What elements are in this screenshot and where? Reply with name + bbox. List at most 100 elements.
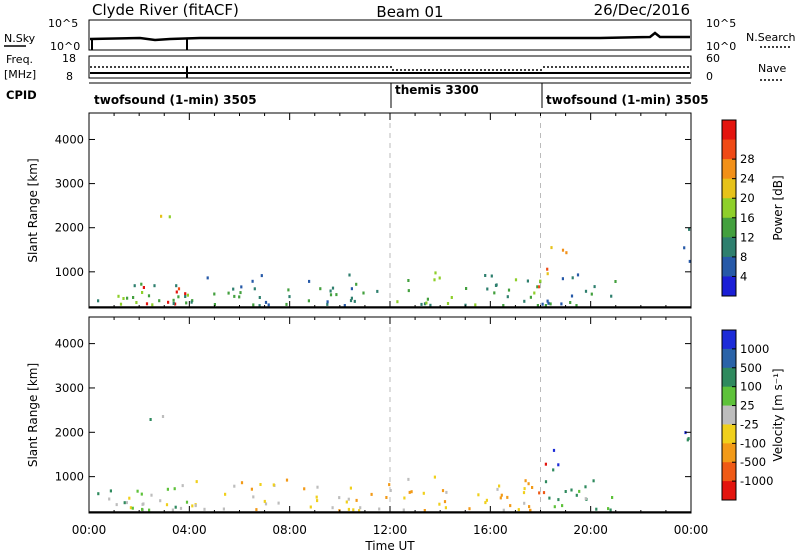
- echo-cell: [175, 284, 178, 288]
- echo-cell: [303, 487, 306, 491]
- echo-cell: [407, 289, 410, 293]
- noise-right-label: N.Search: [746, 31, 796, 44]
- echo-cell: [165, 503, 169, 507]
- echo-cell: [423, 302, 427, 306]
- date-title: 26/Dec/2016: [594, 1, 690, 19]
- echo-cell: [253, 287, 256, 291]
- echo-cell: [233, 294, 236, 298]
- colorbar-swatch: [722, 120, 736, 141]
- echo-cell: [571, 276, 574, 280]
- colorbar-tick-label: -500: [740, 455, 766, 469]
- noise-right-tick-top: 10^5: [706, 17, 736, 30]
- x-tick-label: 16:00: [473, 523, 508, 537]
- cpid-segment-2: themis 3300: [395, 83, 479, 97]
- echo-cell: [147, 294, 151, 298]
- colorbar-swatch: [722, 405, 736, 425]
- echo-cell: [499, 496, 502, 500]
- echo-cell: [444, 506, 447, 510]
- colorbar-tick-label: 12: [740, 230, 755, 244]
- echo-cell: [484, 501, 487, 505]
- echo-cell: [355, 498, 358, 502]
- echo-cell: [584, 485, 587, 489]
- echo-cell: [186, 293, 189, 297]
- echo-cell: [546, 267, 549, 271]
- echo-cell: [350, 287, 353, 291]
- echo-cell: [484, 274, 487, 277]
- echo-cell: [553, 505, 556, 509]
- echo-cell: [526, 279, 529, 283]
- echo-cell: [422, 491, 425, 495]
- echo-cell: [528, 505, 531, 509]
- velocity-panel: 1000 2000 3000 4000 Slant Range [km]: [26, 316, 692, 514]
- echo-cell: [141, 502, 144, 506]
- echo-cell: [474, 303, 477, 307]
- echo-cell: [688, 259, 691, 263]
- x-tick-label: 08:00: [272, 523, 307, 537]
- y-tick-label: 3000: [55, 177, 84, 191]
- freq-left-tick-bottom: 8: [66, 70, 73, 83]
- echo-cell: [331, 286, 335, 290]
- colorbar-swatch: [722, 139, 736, 160]
- echo-cell: [614, 280, 617, 283]
- y-tick-label: 1000: [55, 265, 84, 279]
- echo-cell: [191, 504, 194, 508]
- echo-cell: [326, 300, 329, 304]
- echo-cell: [250, 487, 253, 491]
- echo-cell: [523, 487, 526, 491]
- echo-cell: [542, 491, 546, 495]
- x-tick-label: 00:00: [72, 523, 107, 537]
- noise-right-tick-bottom: 10^0: [706, 40, 736, 53]
- echo-cell: [184, 295, 187, 298]
- echo-cell: [485, 498, 488, 502]
- echo-cell: [326, 302, 329, 306]
- echo-cell: [498, 484, 501, 488]
- echo-cell: [575, 304, 578, 307]
- velocity-colorbar: 1000 500 100 25 -25 -100 -500 -1000 Velocity [m …: [721, 329, 785, 501]
- echo-cell: [316, 485, 319, 489]
- echo-cell: [288, 295, 291, 299]
- colorbar-swatch: [722, 367, 736, 388]
- echo-cell: [335, 293, 338, 297]
- echo-cell: [560, 302, 563, 306]
- colorbar-tick-label: 100: [740, 380, 762, 394]
- echo-cell: [433, 475, 436, 479]
- echo-cell: [441, 489, 445, 493]
- echo-cell: [97, 492, 100, 496]
- echo-cell: [509, 504, 512, 508]
- echo-cell: [191, 299, 194, 303]
- echo-cell: [158, 299, 161, 303]
- cpid-label: CPID: [6, 88, 37, 102]
- echo-cell: [514, 278, 518, 282]
- station-title: Clyde River (fitACF): [92, 1, 239, 19]
- echo-cell: [506, 295, 509, 299]
- colorbar-swatch: [722, 159, 736, 180]
- echo-cell: [347, 497, 350, 501]
- echo-cell: [523, 501, 526, 505]
- y-tick-label: 4000: [55, 132, 84, 146]
- noise-trace: [89, 31, 690, 42]
- echo-cell: [252, 495, 255, 499]
- colorbar-swatch: [722, 348, 736, 369]
- echo-cell: [486, 287, 489, 291]
- echo-cell: [343, 304, 346, 307]
- echo-cell: [109, 489, 112, 493]
- echo-cell: [345, 500, 348, 504]
- echo-cell: [260, 274, 263, 278]
- echo-cell: [203, 507, 206, 511]
- echo-cell: [533, 291, 536, 295]
- echo-cell: [450, 296, 453, 299]
- echo-cell: [544, 462, 547, 466]
- echo-cell: [108, 497, 111, 501]
- echo-cell: [544, 480, 548, 484]
- echo-cell: [410, 490, 413, 494]
- echo-cell: [477, 493, 480, 497]
- echo-cell: [352, 508, 355, 512]
- echo-cell: [407, 477, 410, 481]
- echo-cell: [264, 300, 268, 304]
- echo-cell: [233, 484, 236, 488]
- echo-cell: [561, 248, 565, 252]
- colorbar-frame: [721, 119, 737, 297]
- echo-cell: [168, 215, 171, 219]
- noise-left-tick-top: 10^5: [48, 17, 78, 30]
- echo-cell: [502, 508, 505, 512]
